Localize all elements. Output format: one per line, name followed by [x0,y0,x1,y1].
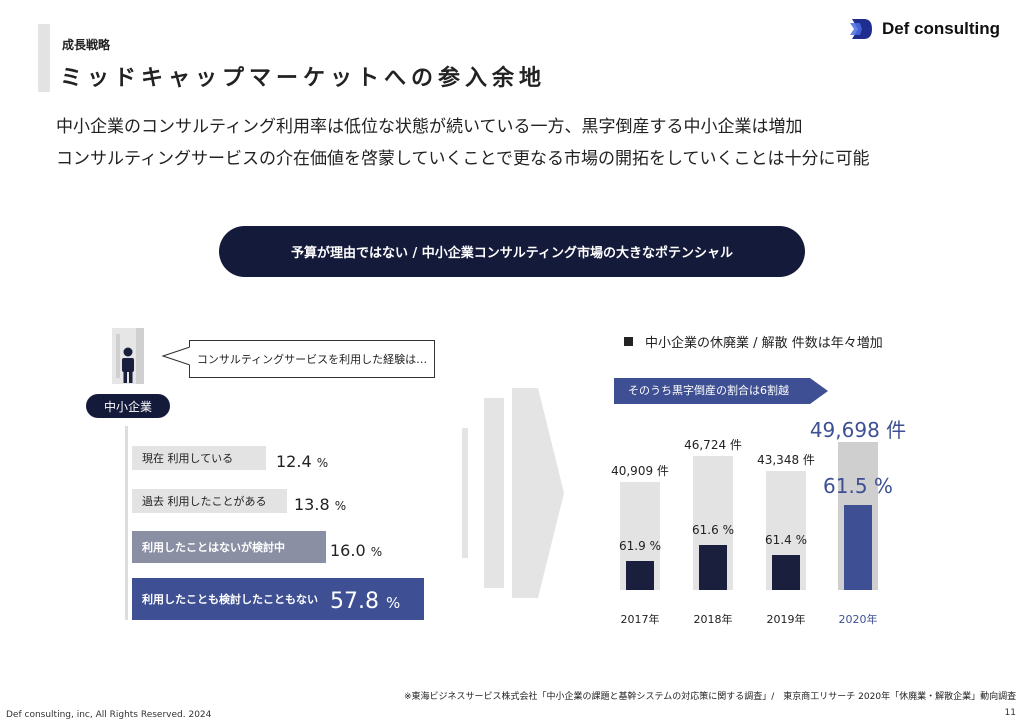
closure-share-label: 61.4 % [765,533,807,547]
closure-year-label: 2017年 [620,613,660,626]
closure-year-label: 2018年 [693,613,733,626]
closure-count-label: 43,348 件 [757,453,815,467]
usage-bar-value: 13.8 % [294,495,347,514]
chart-legend-text: 中小企業の休廃業 / 解散 件数は年々増加 [645,336,883,351]
closure-share-label: 61.6 % [692,523,734,537]
page-number: 11 [1004,708,1016,718]
section-label: 成長戦略 [62,38,111,52]
divider-line [125,426,128,620]
page-title: ミッドキャップマーケットへの参入余地 [60,66,547,91]
usage-bar-label: 利用したことはないが検討中 [142,541,285,554]
speech-tail [162,346,191,366]
title-accent-bar [38,24,50,92]
closure-bar-profitable [626,561,654,590]
usage-bar-label: 過去 利用したことがある [142,495,267,508]
logo-text: Def consulting [881,19,1000,38]
insight-banner-text: そのうち黒字倒産の割合は6割越 [628,384,789,397]
closure-year-label: 2019年 [766,613,806,626]
flow-arrow-icon [462,388,564,598]
copyright: Def consulting, inc, All Rights Reserved… [6,710,212,720]
closure-share-label: 61.5 % [823,474,893,498]
legend-square-icon [624,337,633,346]
lead-line-2: コンサルティングサービスの介在価値を啓蒙していくことで更なる市場の開拓をしていく… [56,149,870,169]
usage-bar-value: 12.4 % [276,452,329,471]
speech-bubble: コンサルティングサービスを利用した経験は… [189,340,435,378]
usage-bar-current: 現在 利用している [132,446,266,470]
closure-count-label: 49,698 件 [809,418,907,442]
closure-year-label: 2020年 [838,613,878,626]
logo: Def consulting [849,16,1000,42]
closure-share-label: 61.9 % [619,539,661,553]
insight-banner [614,378,828,404]
usage-bar-label: 現在 利用している [142,452,234,465]
closure-bar-profitable [844,505,872,590]
sme-badge: 中小企業 [86,394,170,418]
usage-bar-label: 利用したことも検討したこともない [142,593,318,606]
usage-bar-never: 利用したことも検討したこともない [132,578,424,620]
usage-bar-value: 57.8 % [330,589,401,614]
source-footnote: ※東海ビジネスサービス株式会社「中小企業の課題と基幹システムの対応策に関する調査… [404,692,1017,702]
person-building-icon [112,328,144,384]
usage-bar-past: 過去 利用したことがある [132,489,287,513]
closure-bar-profitable [772,555,800,590]
lead-line-1: 中小企業のコンサルティング利用率は低位な状態が続いている一方、黒字倒産する中小企… [56,117,803,137]
closure-bar-profitable [699,545,727,590]
closure-count-label: 40,909 件 [611,464,669,478]
headline-pill: 予算が理由ではない / 中小企業コンサルティング市場の大きなポテンシャル [219,226,805,277]
logo-mark-icon [849,19,872,39]
usage-bar-value: 16.0 % [330,541,383,560]
usage-bar-considering: 利用したことはないが検討中 [132,531,326,563]
closure-count-label: 46,724 件 [684,438,742,452]
chart-legend: 中小企業の休廃業 / 解散 件数は年々増加 [624,332,883,351]
